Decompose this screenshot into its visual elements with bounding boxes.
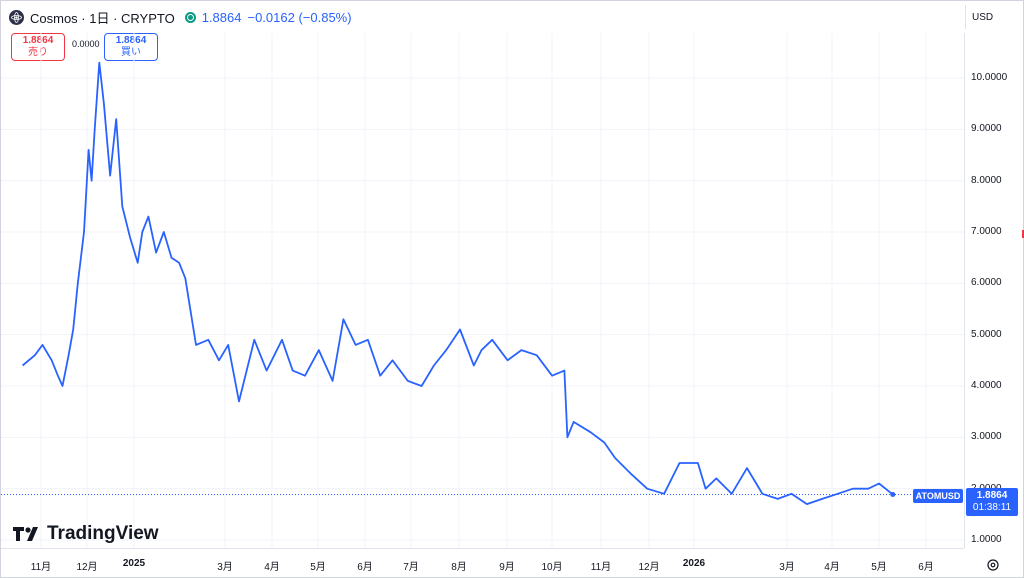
alert-marker <box>1022 230 1024 238</box>
tradingview-logo-icon <box>13 527 38 541</box>
y-tick-label: 9.0000 <box>971 123 1002 135</box>
last-point-marker <box>890 492 896 498</box>
last-price-tag-price: 1.8864 <box>976 490 1008 501</box>
tradingview-logo[interactable]: TradingView <box>13 523 159 545</box>
spread-value: 0.0000 <box>72 39 100 49</box>
x-tick-label: 6月 <box>918 562 934 573</box>
x-tick-label: 10月 <box>541 562 563 573</box>
x-tick-label: 4月 <box>824 562 840 573</box>
x-tick-label: 12月 <box>76 562 98 573</box>
price-chart[interactable] <box>1 1 965 548</box>
logo-text: TradingView <box>47 523 159 544</box>
price-axis[interactable] <box>964 33 965 548</box>
currency-select[interactable]: USD <box>965 5 1021 29</box>
y-tick-label: 10.0000 <box>971 72 1008 84</box>
cosmos-coin-icon <box>9 9 24 25</box>
settings-icon[interactable] <box>986 558 1000 572</box>
x-tick-label: 9月 <box>499 562 515 573</box>
x-tick-label: 3月 <box>217 562 233 573</box>
sell-price: 1.8864 <box>22 35 54 46</box>
last-price-tag: 1.8864 01:38:11 <box>966 488 1018 516</box>
y-tick-label: 3.0000 <box>971 431 1002 443</box>
y-tick-label: 1.0000 <box>971 534 1002 545</box>
y-tick-label: 4.0000 <box>971 380 1002 391</box>
x-tick-label: 8月 <box>451 562 467 573</box>
x-tick-label: 2026 <box>682 558 706 569</box>
last-price: 1.8864 <box>201 9 242 25</box>
sell-label: 売り <box>28 47 48 58</box>
buy-label: 買い <box>121 47 141 58</box>
x-tick-label: 12月 <box>638 562 660 573</box>
x-tick-label: 5月 <box>310 562 326 573</box>
y-tick-label: 6.0000 <box>971 277 1002 289</box>
bar-countdown: 01:38:11 <box>972 502 1012 513</box>
x-tick-label: 2025 <box>122 558 146 569</box>
x-tick-label: 6月 <box>357 562 373 573</box>
price-change: −0.0162 (−0.85%) <box>247 9 352 25</box>
x-tick-label: 4月 <box>264 562 280 573</box>
x-tick-label: 11月 <box>590 562 612 573</box>
y-tick-label: 7.0000 <box>971 226 1002 238</box>
y-tick-label: 8.0000 <box>971 174 1002 186</box>
x-tick-label: 7月 <box>403 562 419 573</box>
symbol-title[interactable]: Cosmos · 1日 · CRYPTO <box>30 10 175 26</box>
time-axis[interactable] <box>1 548 964 549</box>
x-tick-label: 5月 <box>871 562 887 573</box>
x-tick-label: 3月 <box>779 562 795 573</box>
symbol-tag: ATOMUSD <box>913 489 963 503</box>
y-tick-label: 5.0000 <box>971 328 1002 340</box>
buy-price: 1.8864 <box>115 35 147 46</box>
market-status-icon[interactable] <box>184 11 196 23</box>
sell-button[interactable]: 1.8864 売り <box>11 33 65 61</box>
chart-header: Cosmos · 1日 · CRYPTO 1.8864 −0.0162 (−0.… <box>1 1 965 33</box>
x-tick-label: 11月 <box>30 562 52 573</box>
buy-button[interactable]: 1.8864 買い <box>104 33 158 61</box>
series-line-atomusd <box>22 61 894 506</box>
